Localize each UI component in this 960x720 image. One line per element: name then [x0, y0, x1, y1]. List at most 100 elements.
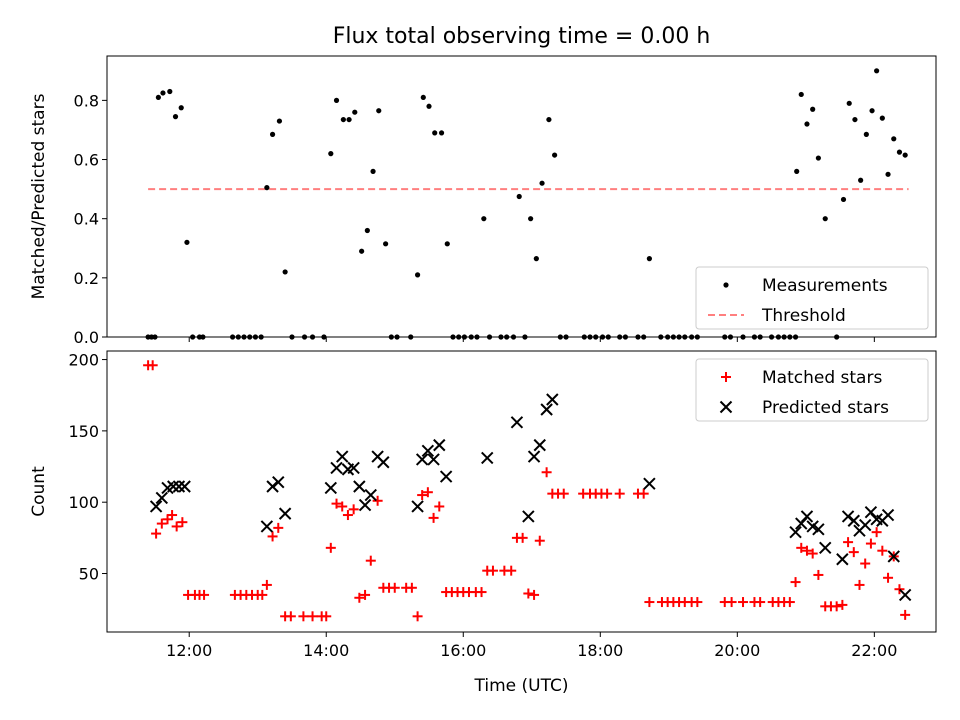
- matched-star-point: [476, 587, 487, 598]
- matched-star-point: [428, 512, 439, 523]
- top-ytick-label: 0.4: [74, 210, 99, 229]
- matched-star-point: [267, 531, 278, 542]
- predicted-star-point: [643, 477, 656, 490]
- legend-plus-icon: [721, 372, 731, 382]
- predicted-star-point: [347, 461, 360, 475]
- measurement-point: [474, 334, 480, 340]
- measurement-point: [676, 334, 682, 340]
- measurement-point: [885, 171, 891, 177]
- measurement-point: [481, 216, 487, 222]
- measurement-point: [309, 334, 316, 340]
- measurement-point: [581, 334, 587, 340]
- measurement-point: [321, 334, 327, 340]
- measurement-point: [376, 108, 382, 114]
- measurement-point: [426, 103, 432, 109]
- legend-label: Predicted stars: [762, 398, 889, 418]
- figure-title: Flux total observing time = 0.00 h: [333, 24, 711, 49]
- bottom-ytick-label: 150: [68, 422, 99, 441]
- measurement-point: [533, 256, 539, 262]
- predicted-star-point: [841, 510, 855, 523]
- predicted-star-point: [439, 470, 453, 483]
- measurement-point: [456, 334, 462, 340]
- measurement-point: [863, 131, 869, 137]
- predicted-star-point: [836, 553, 849, 566]
- matched-star-point: [360, 589, 371, 600]
- predicted-star-point: [864, 505, 878, 519]
- measurement-point: [461, 334, 468, 340]
- measurement-point: [450, 334, 456, 340]
- measurement-point: [858, 177, 864, 183]
- measurement-point: [682, 334, 688, 340]
- predicted-star-point: [527, 450, 541, 463]
- measurement-point: [658, 334, 664, 340]
- measurement-point: [665, 334, 671, 340]
- matched-star-point: [807, 548, 818, 559]
- predicted-star-point: [411, 500, 424, 513]
- measurement-point: [364, 227, 370, 234]
- bottom-axes-frame: [106, 350, 937, 633]
- matched-star-point: [790, 577, 801, 588]
- measurement-point: [840, 196, 847, 203]
- matched-star-point: [273, 522, 284, 533]
- measurement-point: [383, 241, 389, 247]
- predicted-star-point: [266, 480, 279, 493]
- matched-star-point: [894, 584, 905, 595]
- bottom-ylabel: Count: [29, 466, 49, 517]
- measurement-point: [289, 334, 295, 340]
- measurement-point: [552, 152, 558, 158]
- measurement-point: [264, 185, 270, 191]
- measurement-point: [528, 216, 534, 222]
- measurement-point: [641, 334, 647, 340]
- measurement-point: [370, 168, 376, 174]
- predicted-star-point: [421, 444, 435, 458]
- predicted-star-point: [847, 514, 860, 527]
- matched-star-point: [147, 360, 158, 371]
- bottom-ytick-label: 200: [68, 351, 99, 370]
- top-ylabel: Matched/Predicted stars: [29, 93, 49, 299]
- top-ytick-label: 0.8: [74, 91, 99, 110]
- bottom-xtick-label: 12:00: [166, 641, 212, 660]
- matched-star-point: [321, 611, 332, 622]
- predicted-star-point: [178, 480, 191, 493]
- predicted-star-point: [546, 393, 559, 406]
- measurement-point: [152, 334, 158, 340]
- top-ytick-label: 0.6: [74, 151, 99, 170]
- measurement-point: [252, 334, 259, 340]
- matched-star-point: [506, 565, 517, 576]
- measurement-point: [346, 116, 352, 123]
- legend-label: Threshold: [761, 306, 846, 326]
- legend-label: Measurements: [762, 276, 888, 296]
- measurement-point: [167, 88, 173, 95]
- measurement-point: [394, 334, 400, 340]
- measurement-point: [727, 334, 734, 340]
- top-panel: 0.0 0.2 0.4 0.6 0.8 Matched/Predicted stars Me…: [29, 55, 937, 347]
- matched-star-point: [796, 542, 807, 553]
- measurement-point: [722, 334, 728, 340]
- matched-star-point: [298, 611, 309, 622]
- measurement-point: [486, 334, 493, 340]
- matched-star-point: [307, 611, 318, 622]
- measurement-point: [328, 151, 334, 157]
- measurement-point: [896, 149, 903, 155]
- matched-star-point: [151, 528, 162, 539]
- matched-star-point: [257, 589, 268, 600]
- predicted-star-point: [330, 461, 343, 475]
- predicted-star-point: [540, 403, 553, 416]
- matched-star-point: [487, 565, 498, 576]
- predicted-star-point: [858, 518, 872, 532]
- matched-star-point: [854, 579, 865, 590]
- measurement-point: [420, 94, 426, 101]
- measurement-point: [775, 334, 782, 340]
- predicted-star-point: [887, 550, 900, 563]
- measurement-point: [622, 334, 629, 340]
- predicted-star-point: [898, 588, 912, 602]
- matched-star-point: [523, 588, 534, 599]
- predicted-star-point: [415, 453, 429, 466]
- measurement-point: [178, 105, 184, 111]
- bottom-panel: 50 100 150 200 12:00 14:00 16:00 18:00 20:00 22:0…: [29, 350, 937, 696]
- measurement-point: [155, 94, 161, 101]
- matched-star-point: [389, 582, 400, 593]
- matched-star-point: [517, 532, 528, 543]
- legend-dot-icon: [723, 282, 729, 288]
- measurement-point: [792, 334, 799, 340]
